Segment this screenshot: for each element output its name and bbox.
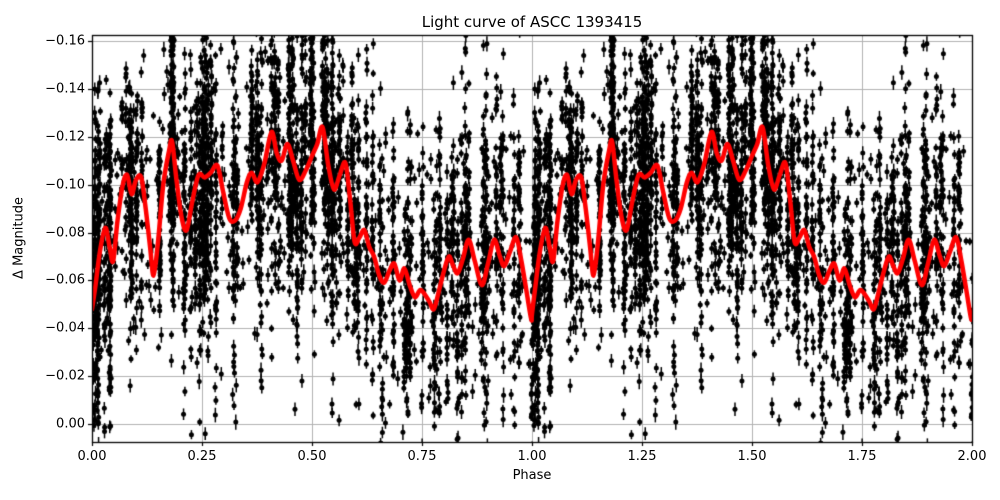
x-axis-label: Phase (512, 468, 552, 483)
x-tick-label: 0.25 (187, 449, 217, 464)
y-tick-label: −0.14 (45, 81, 85, 97)
y-tick-label: −0.10 (45, 177, 85, 193)
x-tick-label: 1.25 (627, 449, 657, 464)
y-tick-label: −0.08 (45, 225, 85, 240)
x-tick-label: 1.50 (737, 449, 767, 464)
chart-title: Light curve of ASCC 1393415 (421, 13, 643, 31)
x-tick-label: 2.00 (957, 449, 987, 464)
y-tick-label: −0.12 (45, 129, 85, 145)
y-tick-label: −0.16 (45, 33, 85, 49)
y-tick-label: −0.02 (45, 368, 85, 384)
x-tick-label: 0.50 (297, 449, 327, 464)
x-tick-label: 0.75 (407, 449, 437, 464)
x-tick-label: 1.00 (517, 449, 547, 464)
x-tick-label: 0.00 (77, 449, 107, 464)
y-tick-label: −0.04 (45, 320, 85, 336)
y-tick-label: 0.00 (56, 416, 85, 432)
y-tick-label: −0.06 (45, 272, 85, 288)
x-tick-label: 1.75 (847, 449, 877, 464)
